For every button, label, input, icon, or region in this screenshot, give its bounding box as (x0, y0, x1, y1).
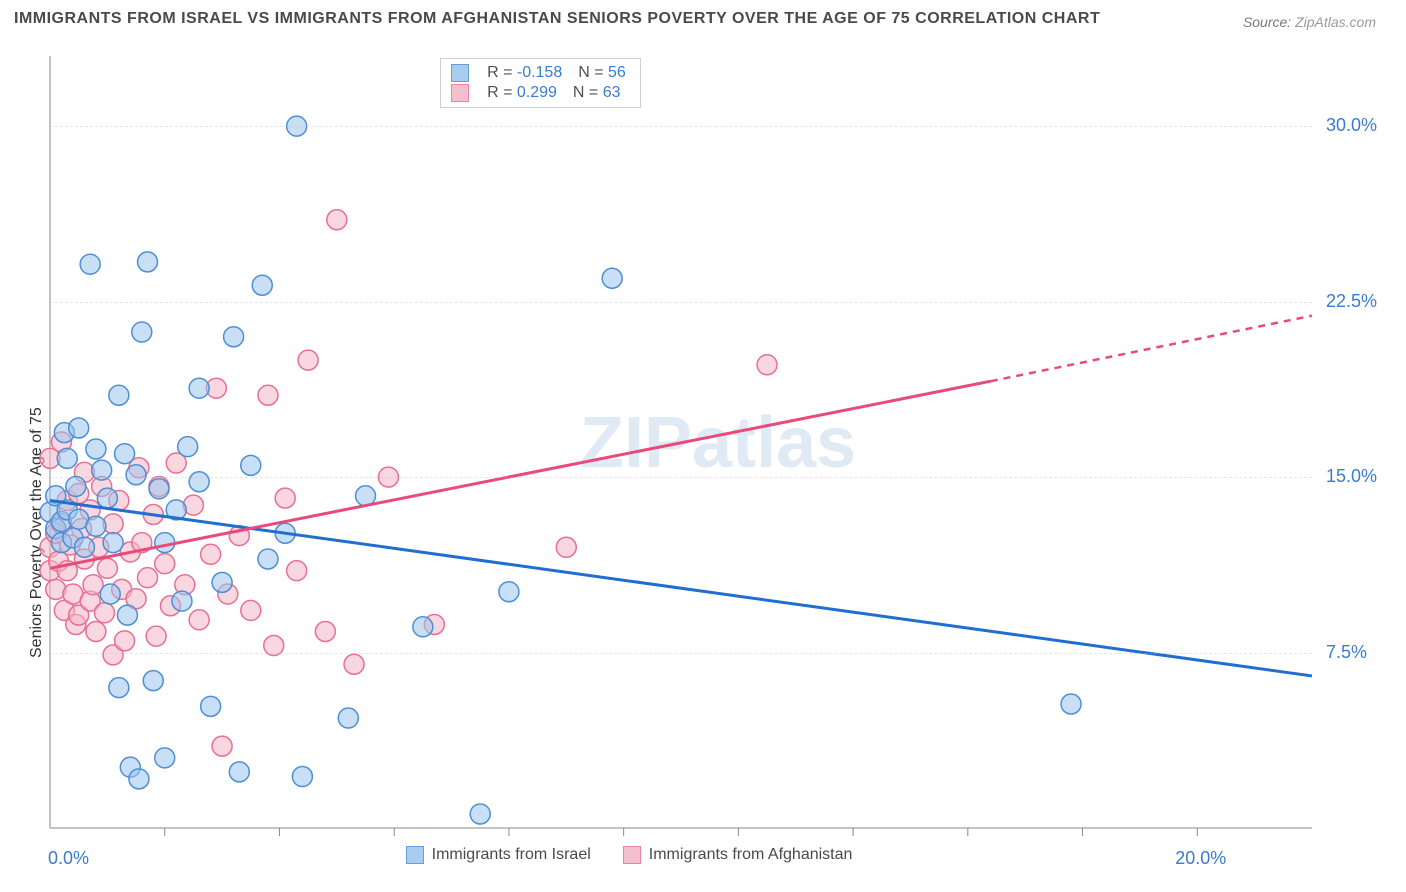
data-point-israel (74, 537, 94, 557)
data-point-israel (66, 476, 86, 496)
data-point-israel (129, 769, 149, 789)
data-point-israel (189, 472, 209, 492)
x-tick-label: 20.0% (1175, 848, 1226, 869)
data-point-afghanistan (298, 350, 318, 370)
data-point-israel (97, 488, 117, 508)
x-tick-label: 0.0% (48, 848, 89, 869)
data-point-israel (149, 479, 169, 499)
data-point-afghanistan (757, 355, 777, 375)
data-point-afghanistan (275, 488, 295, 508)
legend-swatch (451, 64, 469, 82)
legend-stat-row: R = 0.299 N = 63 (451, 83, 626, 103)
data-point-israel (86, 516, 106, 536)
data-point-afghanistan (146, 626, 166, 646)
data-point-israel (117, 605, 137, 625)
data-point-israel (57, 448, 77, 468)
data-point-israel (126, 465, 146, 485)
data-point-afghanistan (138, 568, 158, 588)
gridline (50, 477, 1312, 478)
legend-item-israel: Immigrants from Israel (406, 846, 591, 864)
legend-label: Immigrants from Israel (432, 846, 591, 863)
legend-stat-row: R = -0.158 N = 56 (451, 63, 626, 83)
y-tick-label: 15.0% (1326, 466, 1377, 487)
data-point-israel (292, 767, 312, 787)
data-point-afghanistan (189, 610, 209, 630)
data-point-afghanistan (344, 654, 364, 674)
data-point-israel (201, 696, 221, 716)
data-point-israel (602, 268, 622, 288)
data-point-israel (109, 678, 129, 698)
legend-swatch (451, 84, 469, 102)
data-point-afghanistan (115, 631, 135, 651)
data-point-israel (413, 617, 433, 637)
data-point-afghanistan (97, 558, 117, 578)
series-legend: Immigrants from Israel Immigrants from Af… (406, 846, 853, 864)
data-point-afghanistan (556, 537, 576, 557)
legend-swatch (406, 846, 424, 864)
chart-container: IMMIGRANTS FROM ISRAEL VS IMMIGRANTS FRO… (0, 0, 1406, 892)
data-point-israel (132, 322, 152, 342)
data-point-israel (178, 437, 198, 457)
data-point-israel (80, 254, 100, 274)
data-point-afghanistan (94, 603, 114, 623)
data-point-afghanistan (327, 210, 347, 230)
legend-label: Immigrants from Afghanistan (649, 846, 853, 863)
data-point-israel (155, 748, 175, 768)
data-point-afghanistan (315, 621, 335, 641)
legend-item-afghanistan: Immigrants from Afghanistan (623, 846, 853, 864)
data-point-israel (109, 385, 129, 405)
scatter-plot (0, 0, 1406, 892)
y-tick-label: 22.5% (1326, 291, 1377, 312)
data-point-israel (252, 275, 272, 295)
data-point-israel (241, 455, 261, 475)
data-point-israel (86, 439, 106, 459)
gridline (50, 653, 1312, 654)
data-point-afghanistan (287, 561, 307, 581)
data-point-israel (212, 572, 232, 592)
correlation-legend-box: R = -0.158 N = 56R = 0.299 N = 63 (440, 58, 641, 108)
data-point-israel (115, 444, 135, 464)
legend-swatch (623, 846, 641, 864)
data-point-israel (103, 533, 123, 553)
data-point-israel (224, 327, 244, 347)
data-point-israel (69, 418, 89, 438)
data-point-israel (470, 804, 490, 824)
data-point-israel (172, 591, 192, 611)
data-point-afghanistan (155, 554, 175, 574)
gridline (50, 126, 1312, 127)
data-point-israel (143, 671, 163, 691)
data-point-israel (189, 378, 209, 398)
gridline (50, 302, 1312, 303)
data-point-afghanistan (212, 736, 232, 756)
data-point-israel (229, 762, 249, 782)
data-point-israel (338, 708, 358, 728)
data-point-afghanistan (201, 544, 221, 564)
y-tick-label: 30.0% (1326, 115, 1377, 136)
data-point-israel (138, 252, 158, 272)
data-point-israel (1061, 694, 1081, 714)
data-point-afghanistan (241, 600, 261, 620)
data-point-afghanistan (86, 621, 106, 641)
y-tick-label: 7.5% (1326, 642, 1367, 663)
data-point-afghanistan (258, 385, 278, 405)
data-point-israel (100, 584, 120, 604)
data-point-israel (258, 549, 278, 569)
data-point-israel (499, 582, 519, 602)
